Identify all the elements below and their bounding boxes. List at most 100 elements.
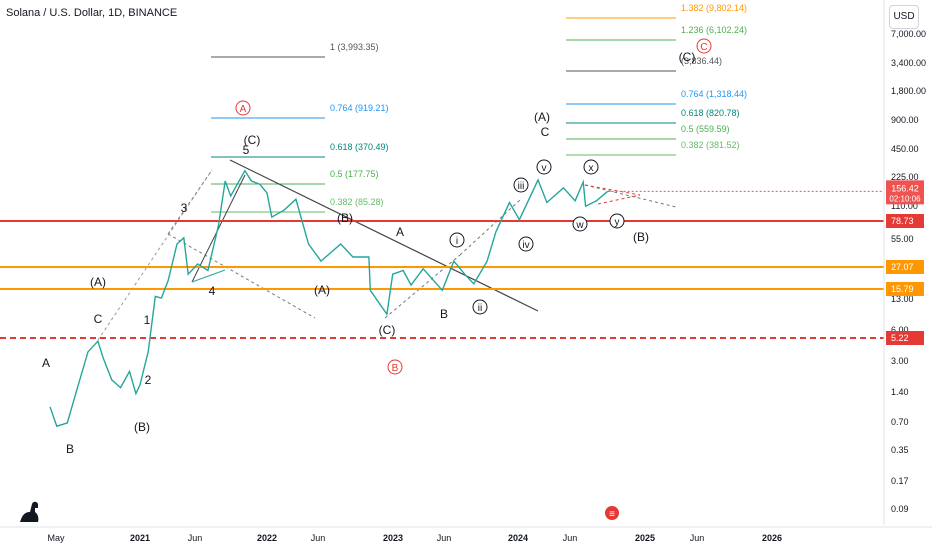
- trend-line: [167, 233, 316, 319]
- price-axis-tag-label: 15.79: [891, 284, 914, 294]
- fib-level-label: 1 (3,993.35): [330, 42, 379, 52]
- circled-wave-label: w: [575, 220, 584, 231]
- trend-line: [229, 159, 539, 312]
- trend-line: [191, 174, 246, 283]
- trend-line: [97, 169, 213, 341]
- x-tick-label: 2021: [130, 533, 150, 543]
- x-tick-label: Jun: [563, 533, 578, 543]
- wave-label: (C): [244, 133, 261, 147]
- earnings-flag-icon[interactable]: [605, 506, 619, 520]
- price-axis-tag-label: 5.22: [891, 333, 909, 343]
- y-tick-label: 0.09: [891, 504, 909, 514]
- earnings-flag-glyph: ≡: [609, 509, 615, 520]
- wave-label: B: [66, 442, 74, 456]
- fib-level-label: 0.382 (85.28): [330, 197, 384, 207]
- y-tick-label: 3,400.00: [891, 58, 926, 68]
- circled-wave-marker: [572, 216, 588, 232]
- wave-label: (B): [337, 211, 353, 225]
- price-line: [49, 169, 609, 428]
- currency-button[interactable]: USD: [889, 5, 919, 29]
- x-tick-label: May: [47, 533, 65, 543]
- trend-line: [584, 184, 641, 196]
- trend-line: [167, 169, 213, 235]
- y-tick-label: 225.00: [891, 172, 919, 182]
- y-tick-label: 900.00: [891, 115, 919, 125]
- circled-wave-marker: [536, 159, 552, 175]
- fib-level-label: 0.618 (820.78): [681, 108, 740, 118]
- circled-wave-label: C: [700, 42, 707, 53]
- circled-wave-marker: [696, 38, 712, 54]
- y-tick-label: 0.70: [891, 417, 909, 427]
- price-axis-tag-label: 27.07: [891, 262, 914, 272]
- y-tick-label: 110.00: [891, 201, 918, 211]
- price-axis-tag: [886, 214, 924, 228]
- circled-wave-marker: [583, 159, 599, 175]
- dino-shape: [20, 501, 39, 522]
- wave-label: 3: [181, 201, 188, 215]
- circled-wave-marker: [449, 232, 465, 248]
- x-tick-label: Jun: [437, 533, 452, 543]
- circled-wave-label: v: [542, 163, 547, 174]
- wave-label: (A): [314, 283, 330, 297]
- y-tick-label: 0.17: [891, 476, 909, 486]
- x-tick-label: 2024: [508, 533, 528, 543]
- x-tick-label: Jun: [690, 533, 705, 543]
- y-tick-label: 3.00: [891, 356, 909, 366]
- x-tick-label: Jun: [311, 533, 326, 543]
- wave-label: B: [440, 307, 448, 321]
- circled-wave-label: iii: [518, 181, 525, 192]
- wave-label: C: [541, 125, 550, 139]
- circled-wave-marker: [609, 213, 625, 229]
- trend-line: [584, 184, 677, 208]
- last-price-countdown: 02:10:06: [889, 194, 921, 203]
- circled-wave-label: iv: [522, 240, 529, 251]
- trend-line: [384, 254, 461, 319]
- wave-label: (A): [534, 110, 550, 124]
- wave-label: (B): [633, 230, 649, 244]
- fib-level-label: 0.764 (1,318.44): [681, 89, 747, 99]
- y-tick-label: 450.00: [891, 144, 919, 154]
- circled-wave-label: B: [392, 363, 399, 374]
- fib-level-label: 0.5 (559.59): [681, 124, 730, 134]
- wave-label: 1: [144, 313, 151, 327]
- circled-wave-marker: [472, 299, 488, 315]
- fib-level-label: 0.382 (381.52): [681, 140, 740, 150]
- wave-label: (A): [90, 275, 106, 289]
- fib-level-label: 1.236 (6,102.24): [681, 25, 747, 35]
- wave-label: (C): [379, 323, 396, 337]
- circled-wave-label: y: [615, 217, 620, 228]
- y-tick-label: 55.00: [891, 234, 914, 244]
- x-tick-label: 2023: [383, 533, 403, 543]
- fib-level-label: 1.382 (9,802.14): [681, 3, 747, 13]
- price-axis-tag: [886, 260, 924, 274]
- wave-label: A: [396, 225, 404, 239]
- x-tick-label: Jun: [188, 533, 203, 543]
- y-tick-label: 7,000.00: [891, 29, 926, 39]
- price-axis-tag: [886, 282, 924, 296]
- x-tick-label: 2025: [635, 533, 655, 543]
- wave-label: (B): [134, 420, 150, 434]
- circled-wave-marker: [387, 359, 403, 375]
- fib-level-label: 0.618 (370.49): [330, 142, 389, 152]
- chart-title: Solana / U.S. Dollar, 1D, BINANCE: [6, 7, 178, 19]
- price-axis-tag-label: 78.73: [891, 216, 914, 226]
- wave-label: 5: [243, 143, 250, 157]
- last-price-tag: [886, 180, 924, 205]
- fib-level-label: 0.5 (177.75): [330, 169, 379, 179]
- trend-line: [459, 199, 521, 256]
- y-tick-label: 1.40: [891, 387, 909, 397]
- price-axis-tag: [886, 331, 924, 345]
- fib-level-label: 0.764 (919.21): [330, 103, 389, 113]
- y-tick-label: 1,800.00: [891, 86, 926, 96]
- y-tick-label: 13.00: [891, 294, 914, 304]
- wave-label: 4: [209, 284, 216, 298]
- tradingview-dino-icon[interactable]: [20, 501, 39, 522]
- trend-line: [597, 194, 641, 205]
- circled-wave-label: ii: [478, 303, 482, 314]
- last-price-value: 156.42: [891, 183, 919, 193]
- circled-wave-marker: [518, 236, 534, 252]
- wave-label: 2: [145, 373, 152, 387]
- wave-label: A: [42, 356, 50, 370]
